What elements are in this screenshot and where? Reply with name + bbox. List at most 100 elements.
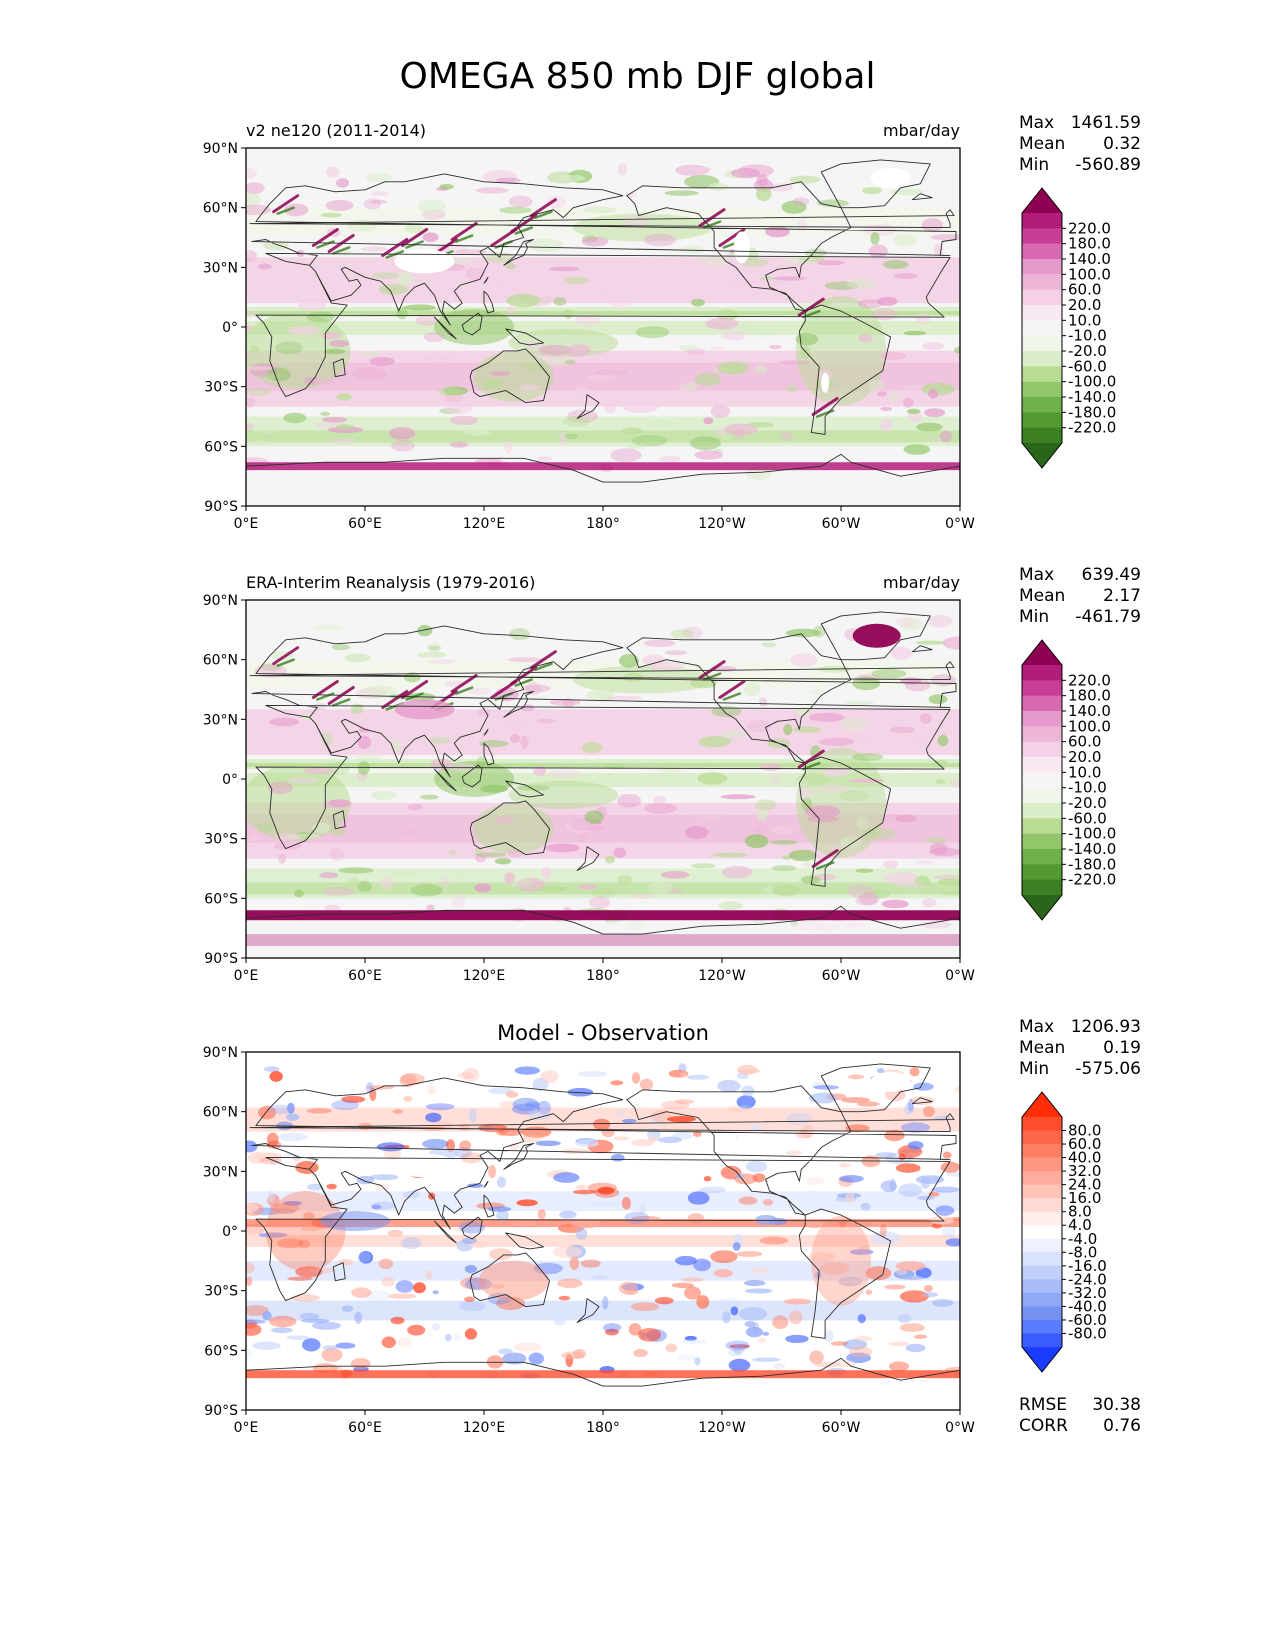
colorbar-label: 220.0	[1068, 219, 1111, 237]
field-cell	[735, 1250, 763, 1257]
field-cell	[758, 1337, 766, 1344]
field-cell	[895, 616, 916, 627]
field-cell	[931, 1298, 954, 1307]
colorbar-segment	[1022, 1184, 1062, 1199]
field-cell	[561, 1351, 585, 1360]
colorbar-label: 180.0	[1068, 235, 1111, 253]
field-cell	[937, 734, 949, 747]
field-cell	[478, 740, 509, 748]
field-cell	[848, 1074, 865, 1080]
field-cell	[246, 1276, 253, 1286]
field-streak	[454, 686, 474, 695]
panel-left-title: ERA-Interim Reanalysis (1979-2016)	[246, 573, 535, 592]
field-streak	[797, 297, 825, 317]
field-cell	[773, 1362, 786, 1369]
field-cell	[786, 1150, 802, 1156]
field-cell	[593, 1118, 611, 1131]
field-cell	[246, 192, 262, 207]
field-cell	[387, 1293, 417, 1299]
field-cell	[336, 393, 352, 401]
field-cell	[516, 1199, 538, 1207]
field-band	[246, 763, 960, 768]
field-cell	[913, 1082, 934, 1091]
field-cell	[736, 1095, 756, 1109]
field-cell	[806, 815, 840, 823]
field-cell	[425, 1270, 433, 1280]
field-cell	[804, 805, 841, 818]
field-cell	[915, 640, 946, 645]
field-band	[246, 910, 960, 921]
field-cell	[808, 1252, 836, 1262]
field-streak	[514, 226, 533, 235]
field-cell	[769, 344, 782, 349]
field-cell	[605, 855, 616, 864]
field-cell	[246, 1140, 258, 1153]
colorbar-label: 60.0	[1068, 733, 1101, 751]
colorbar-segment	[1022, 711, 1062, 727]
field-cell	[306, 311, 335, 323]
field-cell	[359, 727, 370, 733]
field-cell	[432, 1290, 439, 1295]
field-cell	[350, 703, 364, 715]
colorbar-segment	[1022, 320, 1062, 337]
y-tick-label: 0°	[222, 320, 238, 336]
y-tick-label: 90°N	[203, 1045, 238, 1061]
x-tick-label: 0°W	[945, 1420, 975, 1436]
colorbar-label: 10.0	[1068, 311, 1101, 329]
field-cell	[257, 263, 272, 270]
field-cell	[553, 1316, 566, 1326]
field-cell	[865, 1266, 892, 1281]
field-cell	[404, 1237, 415, 1245]
field-cell	[341, 1095, 366, 1104]
field-cell	[288, 776, 320, 784]
field-cell	[588, 896, 611, 909]
field-cell	[659, 455, 681, 463]
field-cell	[269, 717, 300, 727]
y-tick-label: 60°S	[204, 1343, 238, 1359]
field-cell	[875, 1152, 897, 1158]
field-cell	[907, 1098, 914, 1112]
field-cell	[925, 836, 948, 844]
map-field	[246, 148, 960, 506]
field-cell	[445, 1333, 452, 1342]
field-band	[246, 922, 960, 958]
y-tick-label: 90°N	[203, 141, 238, 157]
field-cell	[365, 1081, 374, 1094]
colorbar-label: -20.0	[1068, 342, 1107, 360]
colorbar-label: 24.0	[1068, 1176, 1101, 1194]
colorbar-segment	[1022, 1198, 1062, 1213]
field-cell	[648, 1136, 659, 1142]
field-cell	[921, 897, 937, 908]
field-cell	[362, 1290, 392, 1301]
field-cell	[506, 293, 541, 308]
field-cell	[845, 1124, 870, 1133]
field-cell	[474, 883, 492, 893]
field-cell	[461, 1237, 477, 1244]
field-cell	[417, 651, 448, 658]
field-cell	[504, 872, 515, 885]
field-cell	[528, 1109, 551, 1121]
colorbar-outline	[1021, 639, 1063, 921]
field-cell	[454, 249, 488, 255]
field-cell	[423, 332, 445, 343]
field-cell	[895, 814, 918, 823]
field-cell	[498, 1348, 513, 1355]
field-cell	[403, 672, 421, 683]
field-cell	[753, 824, 770, 836]
field-cell	[824, 1329, 834, 1343]
field-cell	[459, 1140, 472, 1152]
field-cell	[630, 893, 654, 900]
panel-units: mbar/day	[883, 121, 960, 140]
metric-label-corr: CORR	[1019, 1416, 1068, 1436]
field-cell	[246, 167, 258, 179]
field-cell	[618, 1281, 638, 1295]
field-cell	[839, 1220, 847, 1228]
field-cell	[357, 761, 370, 775]
field-cell	[586, 689, 615, 702]
field-cell	[790, 653, 818, 667]
field-cell	[480, 784, 508, 793]
field-cell	[617, 875, 632, 885]
field-cell	[906, 408, 921, 415]
field-cell	[267, 1208, 296, 1215]
field-band	[246, 1370, 960, 1379]
